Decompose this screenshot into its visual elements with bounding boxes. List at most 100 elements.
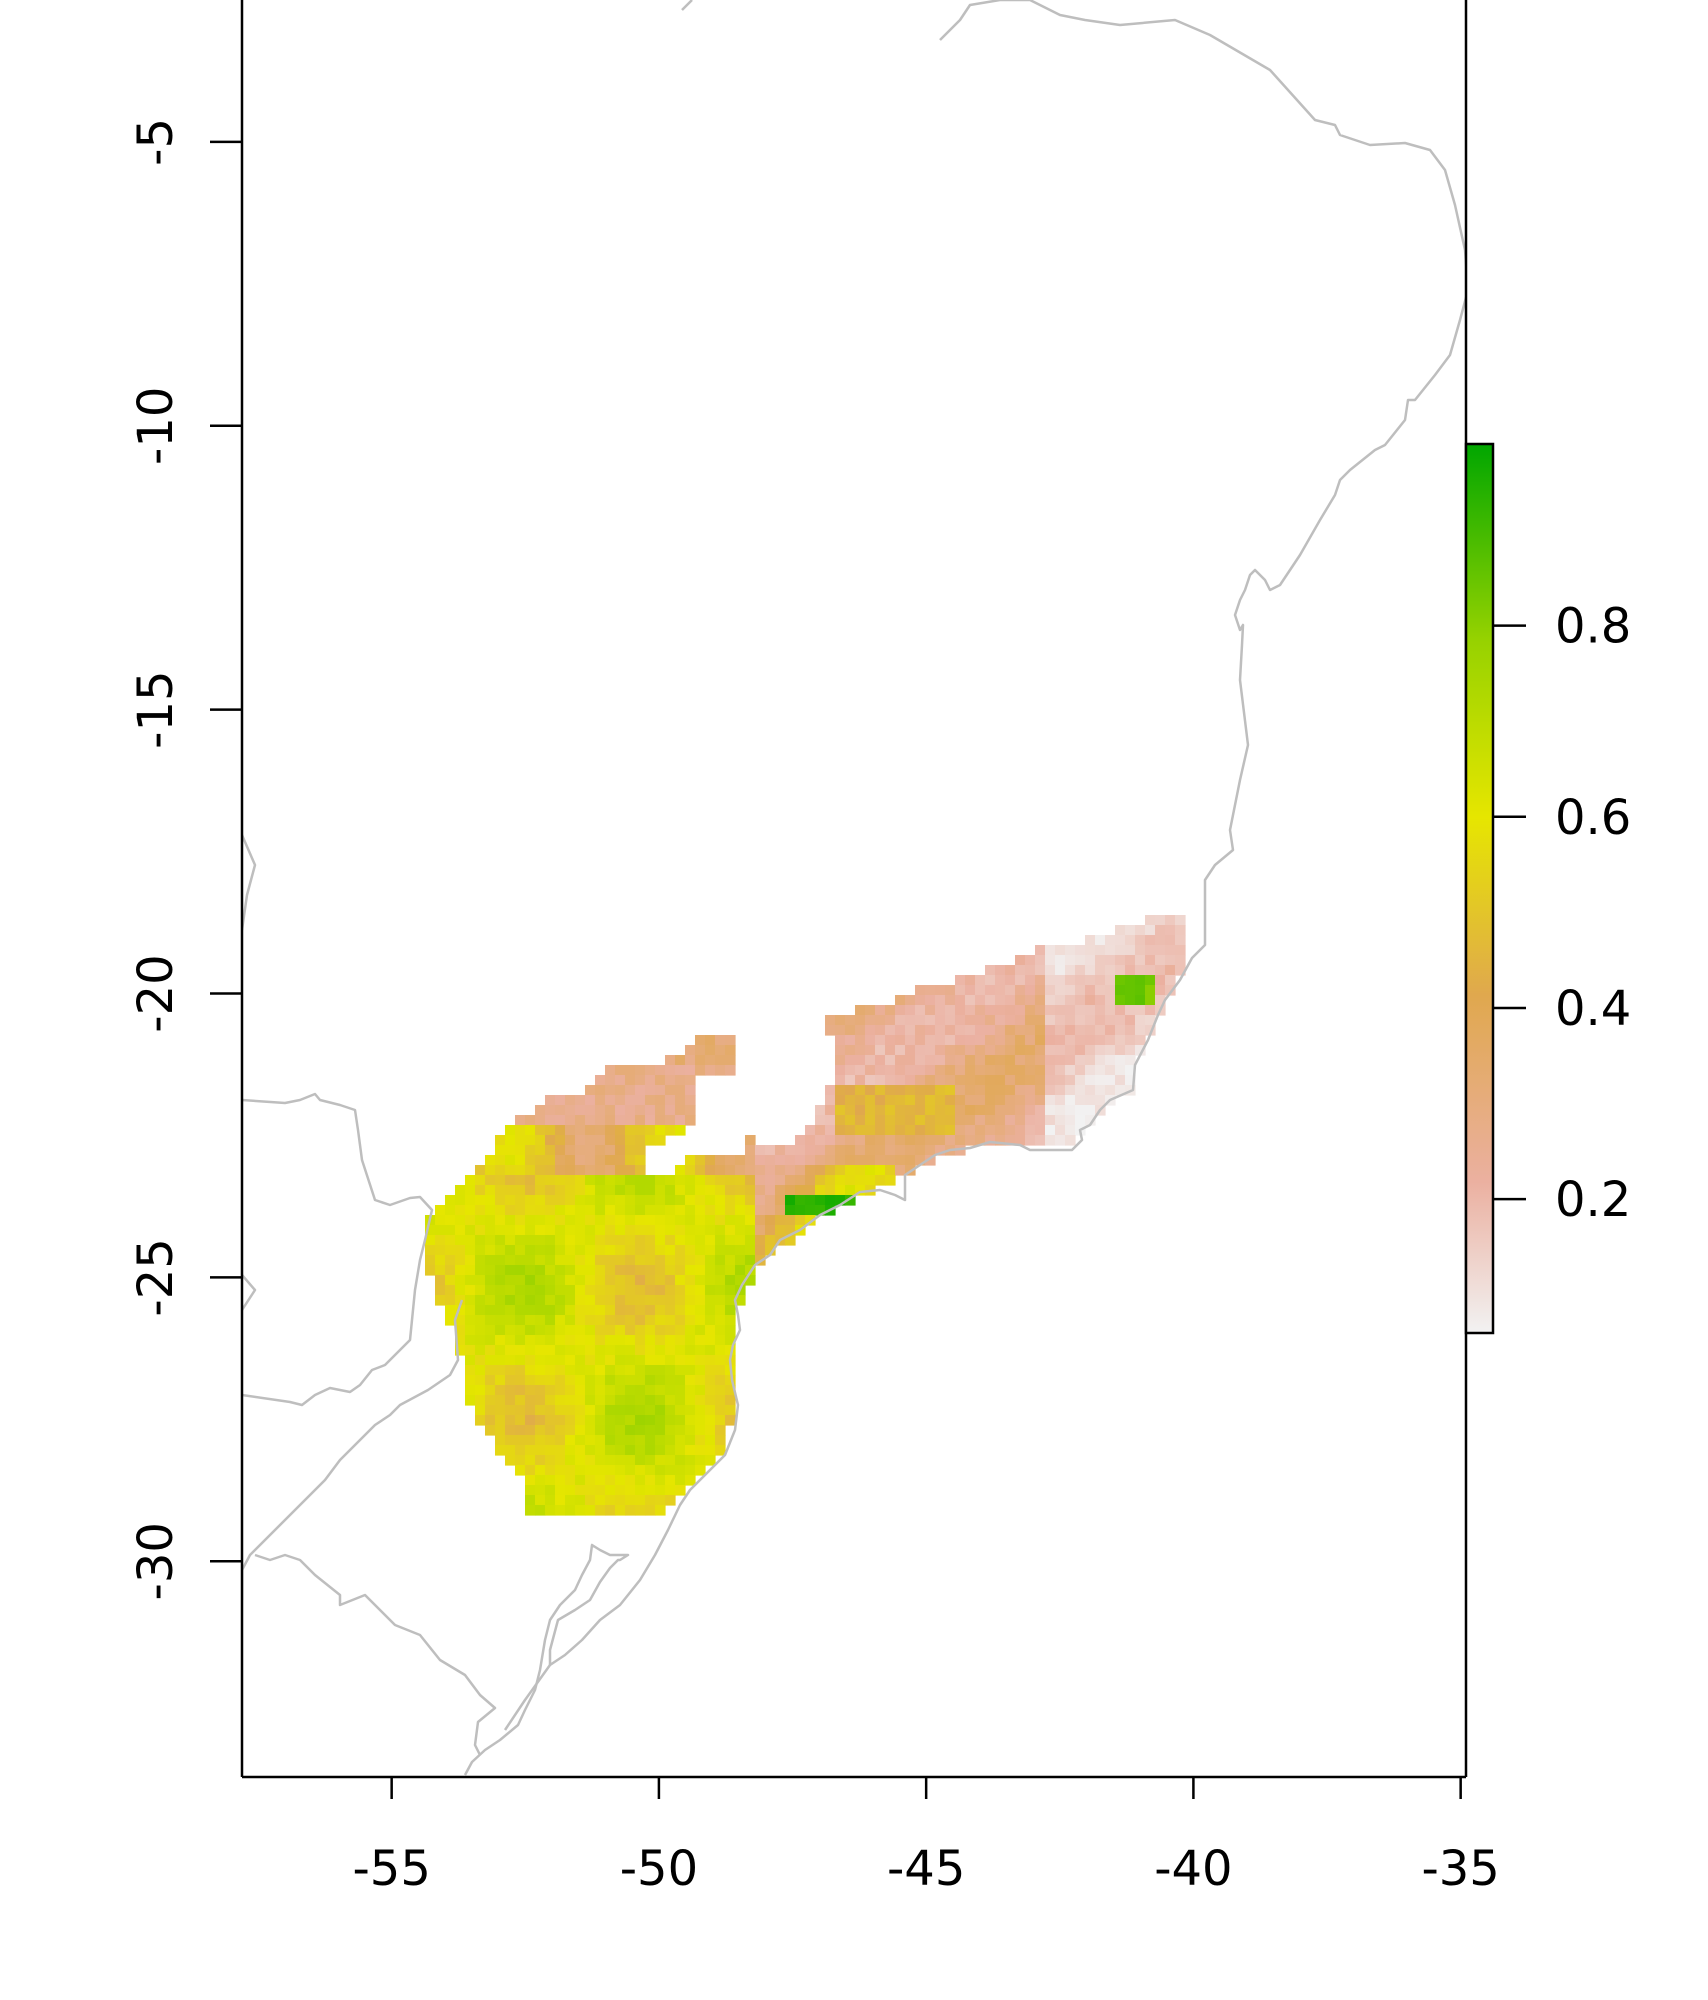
raster-cell (465, 1295, 476, 1306)
raster-cell (935, 1005, 946, 1016)
raster-cell (725, 1035, 736, 1046)
raster-cell (805, 1185, 816, 1196)
raster-cell (735, 1175, 746, 1186)
raster-cell (555, 1135, 566, 1146)
raster-cell (935, 1115, 946, 1126)
raster-cell (675, 1295, 686, 1306)
raster-cell (605, 1195, 616, 1206)
raster-cell (635, 1245, 646, 1256)
raster-cell (1135, 985, 1146, 996)
raster-cell (655, 1325, 666, 1336)
raster-cell (535, 1505, 546, 1516)
raster-cell (995, 995, 1006, 1006)
raster-cell (875, 1065, 886, 1076)
raster-cell (1145, 1025, 1156, 1036)
raster-cell (905, 1155, 916, 1166)
raster-cell (865, 1065, 876, 1076)
raster-cell (1005, 995, 1016, 1006)
raster-cell (605, 1495, 616, 1506)
raster-cell (645, 1065, 656, 1076)
raster-cell (535, 1415, 546, 1426)
raster-cell (605, 1355, 616, 1366)
raster-cell (975, 1005, 986, 1016)
raster-cell (725, 1295, 736, 1306)
raster-cell (595, 1185, 606, 1196)
raster-cell (585, 1415, 596, 1426)
raster-cell (655, 1065, 666, 1076)
raster-cell (845, 1065, 856, 1076)
raster-cell (935, 1045, 946, 1056)
raster-cell (705, 1155, 716, 1166)
raster-cell (555, 1145, 566, 1156)
raster-cell (475, 1215, 486, 1226)
raster-cell (655, 1125, 666, 1136)
raster-cell (955, 1105, 966, 1116)
raster-cell (835, 1135, 846, 1146)
raster-cell (885, 1075, 896, 1086)
raster-cell (525, 1395, 536, 1406)
raster-cell (955, 1125, 966, 1136)
raster-cell (665, 1425, 676, 1436)
raster-cell (955, 1045, 966, 1056)
raster-cell (435, 1295, 446, 1306)
raster-cell (915, 1075, 926, 1086)
raster-cell (1025, 955, 1036, 966)
raster-cell (525, 1165, 536, 1176)
raster-cell (905, 1085, 916, 1096)
raster-cell (655, 1205, 666, 1216)
raster-cell (1045, 945, 1056, 956)
raster-cell (1055, 945, 1066, 956)
raster-cell (775, 1205, 786, 1216)
raster-cell (505, 1355, 516, 1366)
raster-cell (1045, 1015, 1056, 1026)
raster-cell (1135, 945, 1146, 956)
raster-cell (525, 1175, 536, 1186)
raster-cell (605, 1165, 616, 1176)
raster-cell (625, 1425, 636, 1436)
raster-cell (705, 1295, 716, 1306)
raster-cell (545, 1145, 556, 1156)
raster-cell (625, 1435, 636, 1446)
raster-cell (1145, 1005, 1156, 1016)
raster-cell (545, 1395, 556, 1406)
raster-cell (1115, 1035, 1126, 1046)
raster-cell (825, 1155, 836, 1166)
raster-cell (1055, 1115, 1066, 1126)
raster-cell (845, 1015, 856, 1026)
raster-cell (505, 1265, 516, 1276)
raster-cell (515, 1175, 526, 1186)
raster-cell (835, 1115, 846, 1126)
raster-cell (695, 1165, 706, 1176)
raster-cell (775, 1185, 786, 1196)
raster-cell (515, 1215, 526, 1226)
raster-cell (835, 1105, 846, 1116)
raster-cell (705, 1435, 716, 1446)
raster-cell (1005, 975, 1016, 986)
raster-cell (855, 1125, 866, 1136)
raster-cell (765, 1215, 776, 1226)
raster-cell (555, 1215, 566, 1226)
raster-cell (1055, 1025, 1066, 1036)
raster-cell (1055, 995, 1066, 1006)
raster-cell (595, 1225, 606, 1236)
raster-cell (675, 1315, 686, 1326)
raster-cell (555, 1185, 566, 1196)
raster-cell (485, 1155, 496, 1166)
raster-cell (925, 1095, 936, 1106)
raster-cell (925, 1065, 936, 1076)
raster-cell (575, 1375, 586, 1386)
raster-cell (1155, 925, 1166, 936)
raster-cell (435, 1255, 446, 1266)
raster-cell (515, 1385, 526, 1396)
raster-cell (975, 1055, 986, 1066)
raster-cell (495, 1355, 506, 1366)
raster-cell (495, 1445, 506, 1456)
raster-cell (765, 1145, 776, 1156)
raster-cell (1065, 1045, 1076, 1056)
raster-cell (725, 1055, 736, 1066)
raster-cell (595, 1265, 606, 1276)
raster-cell (675, 1235, 686, 1246)
raster-cell (615, 1355, 626, 1366)
raster-cell (515, 1165, 526, 1176)
raster-cell (475, 1385, 486, 1396)
